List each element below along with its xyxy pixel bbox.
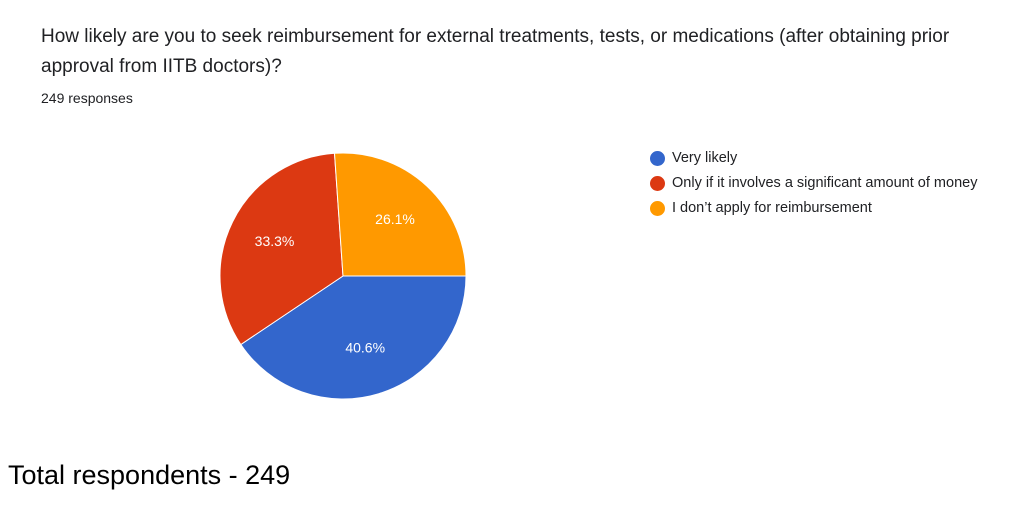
slice-label-very-likely: 40.6% [345, 340, 385, 356]
legend-label: Very likely [672, 150, 738, 166]
legend-swatch-dont-apply [650, 201, 665, 216]
legend-label: I don’t apply for reimbursement [672, 200, 872, 216]
legend-swatch-very-likely [650, 151, 665, 166]
pie-slice-very-likely[interactable] [240, 275, 467, 400]
pie-slice-significant-amount[interactable] [219, 152, 344, 346]
total-respondents: Total respondents - 249 [8, 460, 291, 490]
legend-item-significant-amount[interactable]: Only if it involves a significant amount… [650, 173, 990, 194]
pie-slice-dont-apply[interactable] [333, 152, 467, 277]
question-title: How likely are you to seek reimbursement… [41, 26, 950, 77]
pie-chart: 40.6% 33.3% 26.1% [219, 152, 467, 400]
legend-label: Only if it involves a significant amount… [672, 175, 978, 191]
legend-item-very-likely[interactable]: Very likely [650, 148, 990, 169]
legend-swatch-significant-amount [650, 176, 665, 191]
slice-label-dont-apply: 26.1% [375, 211, 415, 227]
response-count: 249 responses [41, 90, 133, 106]
chart-legend: Very likely Only if it involves a signif… [650, 148, 990, 223]
slice-label-significant-amount: 33.3% [255, 233, 295, 249]
legend-item-dont-apply[interactable]: I don’t apply for reimbursement [650, 198, 990, 219]
